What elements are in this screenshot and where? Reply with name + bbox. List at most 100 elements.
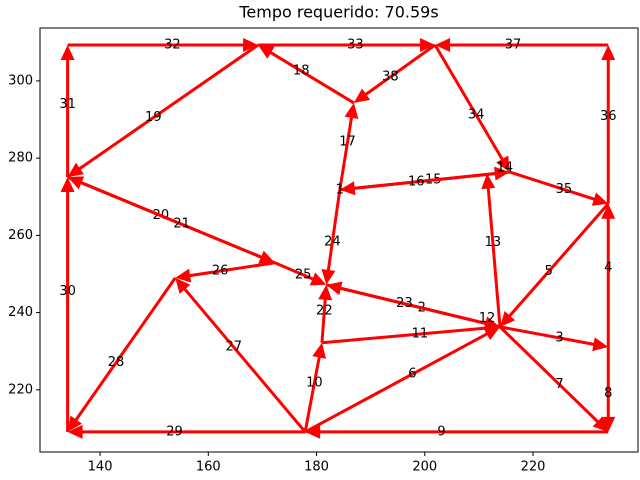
edge-label: 9 [437,424,445,439]
edge-label: 6 [408,367,416,382]
arrow-head [339,181,356,196]
x-tick-label: 160 [196,460,221,475]
edge-label: 30 [59,284,76,299]
edge [363,43,436,97]
plot-frame [39,27,639,453]
annotation: 1 [336,182,344,197]
arrow-head [67,424,83,439]
edge [507,202,610,319]
edge [509,170,597,202]
arrow-head [592,416,609,432]
edge-label: 4 [604,261,612,276]
edge-label: 35 [556,182,573,197]
edge [320,297,327,343]
edge [498,325,600,424]
edge [77,43,259,171]
arrow-head [500,310,516,327]
edge [499,325,596,347]
arrow-head [592,337,609,352]
edge-label: 29 [166,424,183,439]
edge-label: 24 [324,235,341,250]
edge-label: 33 [347,37,364,52]
arrow-head [326,281,343,296]
arrow-head [243,37,259,52]
arrow-head [67,415,82,432]
edge-label: 11 [412,327,429,342]
edge [433,44,505,162]
edge [338,115,354,191]
edge-label: 3 [555,330,563,345]
edge-label: 23 [396,296,413,311]
chart-title: Tempo requerido: 70.59s [238,3,438,22]
y-tick-label: 280 [8,151,33,166]
edge [187,261,276,278]
arrow-head [353,88,371,103]
arrow-head [258,44,275,59]
arrow-head [67,162,84,178]
edge [67,175,264,260]
edge [486,186,502,328]
arrow-head [435,37,451,52]
y-tick-label: 240 [8,305,33,320]
edge-label: 5 [545,264,553,279]
edge-label: 13 [485,235,502,250]
edge-label: 32 [164,37,181,52]
arrow-head [175,277,191,294]
annotation: 14 [497,160,514,175]
edge-label: 7 [555,377,563,392]
edge-label: 26 [212,264,229,279]
x-tick-label: 200 [412,460,437,475]
edge [73,276,177,423]
edge-label: 19 [145,110,162,125]
edge-label: 18 [293,64,310,79]
arrow-head [591,192,609,206]
arrow-head [344,102,359,119]
edge [304,331,490,434]
edge [352,170,510,190]
y-tick-label: 220 [8,382,33,397]
edge [326,189,342,273]
edge-label: 17 [339,135,356,150]
edge-label: 38 [382,69,399,84]
arrow-head [60,177,75,193]
edge [303,355,322,433]
arrow-head [312,342,327,359]
edge-label: 25 [295,267,312,282]
arrow-head [601,416,616,432]
edge-label: 16 [408,174,425,189]
edge-label: 27 [225,340,242,355]
arrow-head [309,272,327,286]
arrow-head [305,424,321,439]
edge-label: 22 [316,303,333,318]
arrow-head [175,268,192,283]
edge-label: 28 [108,355,125,370]
arrow-head [420,37,436,52]
edge-label: 31 [59,97,76,112]
y-tick-label: 300 [8,73,33,88]
annotation: 12 [479,311,496,326]
edge [182,286,307,433]
edge-label: 10 [306,375,323,390]
edge [338,286,501,329]
arrow-head [60,44,75,60]
arrow-head [601,44,616,60]
x-tick-label: 220 [521,460,546,475]
arrow-head [318,284,333,301]
edge [321,326,488,345]
arrow-head [496,155,510,173]
y-tick-label: 260 [8,228,33,243]
x-tick-label: 180 [304,460,329,475]
edge-label: 34 [468,107,485,122]
edge-label: 36 [600,109,617,124]
arrow-head [601,203,616,219]
arrow-head [258,250,275,264]
x-tick-label: 140 [88,460,113,475]
edge-label: 8 [604,386,612,401]
arrow-head [481,173,496,190]
edge [268,50,355,105]
edge-label: 37 [505,37,522,52]
edge-label: 21 [173,217,190,232]
edge [274,261,315,282]
